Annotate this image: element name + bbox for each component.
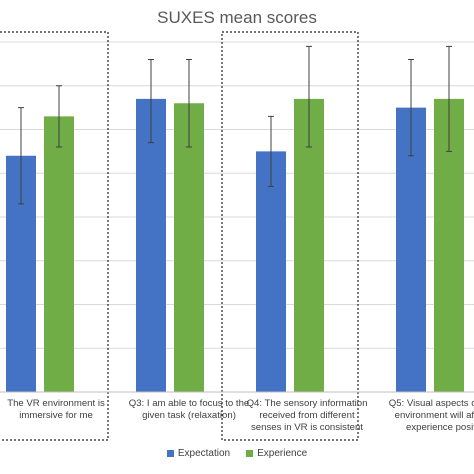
bar-expectation [136, 98, 166, 392]
bar-experience [294, 98, 324, 392]
category-label-4: Q5: Visual aspects of the environment wi… [388, 398, 474, 433]
category-label-3: Q4: The sensory information received fro… [246, 398, 368, 433]
bar-experience [44, 116, 74, 392]
legend-item-experience: Experience [246, 448, 307, 459]
bar-experience [174, 103, 204, 392]
legend-label-expectation: Expectation [177, 448, 231, 459]
legend-item-expectation: Expectation [166, 448, 231, 459]
legend: Expectation Experience [0, 448, 474, 459]
chart-title: SUXES mean scores [157, 8, 317, 27]
highlight-box [0, 31, 109, 441]
legend-label-experience: Experience [257, 448, 308, 459]
highlight-box [221, 31, 359, 441]
legend-swatch-experience [246, 450, 254, 457]
legend-swatch-expectation [166, 450, 174, 457]
category-label-1: The VR environment is immersive for me [7, 398, 105, 421]
category-label-2: Q3: I am able to focus to the given task… [128, 398, 250, 421]
bar-expectation [256, 151, 286, 392]
